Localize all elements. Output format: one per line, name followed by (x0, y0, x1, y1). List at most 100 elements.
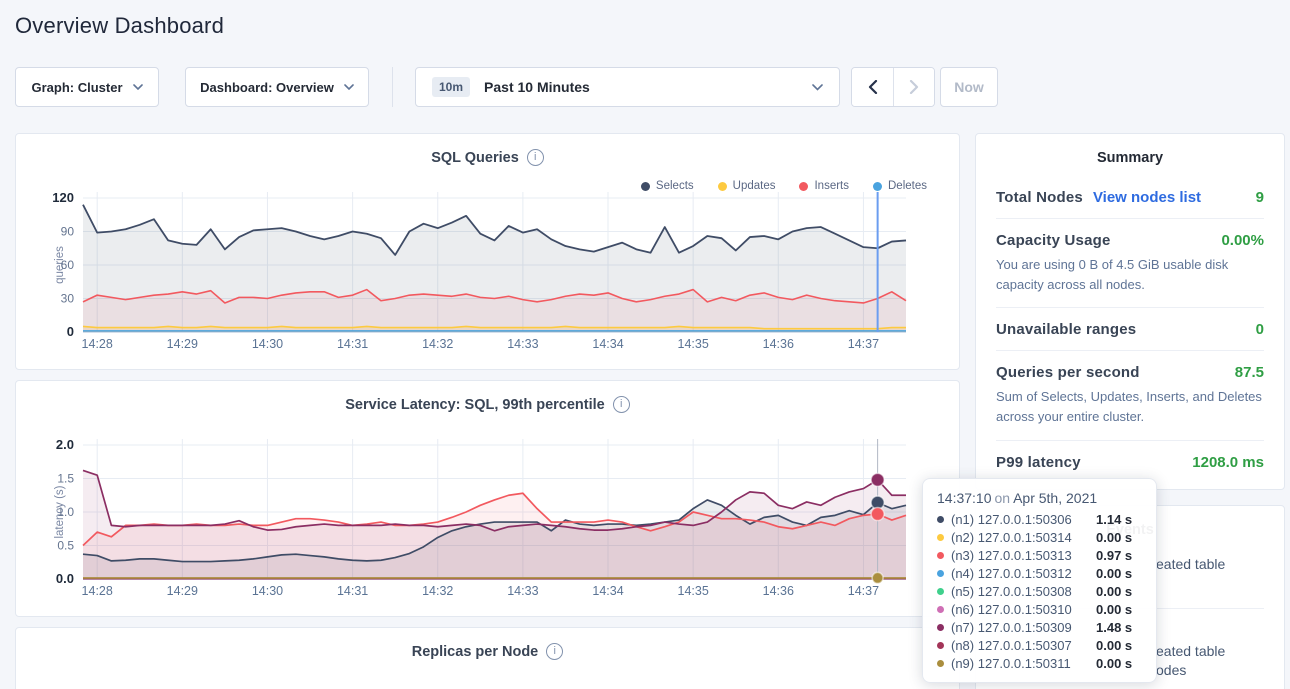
summary-row: Capacity Usage 0.00% You are using 0 B of … (996, 219, 1264, 309)
x-tick-label: 14:33 (507, 584, 538, 598)
node-address: (n3) 127.0.0.1:50313 (951, 547, 1072, 563)
node-address: (n4) 127.0.0.1:50312 (951, 565, 1072, 581)
node-latency-value: 1.48 s (1096, 619, 1133, 635)
sql-legend: Selects Updates Inserts Deletes (640, 180, 927, 192)
legend-label: Inserts (814, 180, 849, 192)
node-address: (n6) 127.0.0.1:50310 (951, 601, 1072, 617)
y-tick-label: 2.0 (56, 437, 74, 452)
summary-description: You are using 0 B of 4.5 GiB usable disk… (996, 257, 1229, 293)
tooltip-date: Apr 5th, 2021 (1013, 490, 1098, 506)
event-text-fragment: odes (1156, 662, 1187, 678)
summary-row: Queries per second 87.5 Sum of Selects, Up… (996, 351, 1264, 441)
node-color-dot-icon (937, 605, 944, 613)
x-tick-label: 14:34 (592, 337, 623, 351)
x-tick-label: 14:28 (82, 337, 113, 351)
chevron-right-icon (909, 80, 919, 94)
node-color-dot-icon (937, 641, 944, 649)
node-latency-value: 0.00 s (1096, 637, 1133, 653)
series-area (83, 470, 906, 579)
tooltip-rows: (n1) 127.0.0.1:50306 1.14 s (n2) 127.0.0.1… (937, 510, 1142, 672)
chevron-down-icon (812, 83, 823, 91)
node-address: (n9) 127.0.0.1:50311 (951, 655, 1071, 671)
tooltip-node-row: (n7) 127.0.0.1:50309 1.48 s (937, 618, 1142, 636)
x-tick-label: 14:37 (848, 584, 879, 598)
series-area (83, 493, 906, 579)
x-tick-label: 14:37 (848, 337, 879, 351)
node-color-dot-icon (937, 533, 944, 541)
x-tick-label: 14:30 (252, 337, 283, 351)
y-tick-label: 1.5 (57, 472, 74, 486)
x-tick-label: 14:35 (678, 337, 709, 351)
y-tick-label: 0 (67, 324, 74, 339)
service-latency-panel: Service Latency: SQL, 99th percentile la… (15, 380, 960, 617)
chevron-down-icon (132, 84, 143, 90)
info-icon[interactable] (546, 643, 564, 660)
time-step-buttons (851, 67, 935, 107)
sql-queries-panel: SQL Queries Selects Updates Inserts Deletes… (15, 133, 960, 370)
now-button[interactable]: Now (940, 67, 998, 107)
time-range-picker[interactable]: 10m Past 10 Minutes (415, 67, 840, 107)
graph-select-label: Graph: Cluster (31, 79, 123, 95)
x-tick-label: 14:34 (592, 584, 623, 598)
y-tick-label: 60 (61, 258, 75, 272)
x-tick-label: 14:29 (167, 584, 198, 598)
node-latency-value: 0.00 s (1096, 565, 1133, 581)
summary-label: Capacity Usage (996, 232, 1111, 249)
node-latency-value: 1.14 s (1096, 511, 1133, 527)
y-tick-label: 0.5 (57, 539, 74, 553)
series-line (82, 288, 907, 304)
x-tick-label: 14:30 (252, 584, 283, 598)
summary-value: 0.00% (1221, 232, 1264, 249)
x-tick-label: 14:31 (337, 584, 368, 598)
node-color-dot-icon (937, 587, 944, 595)
service-latency-chart[interactable]: 14:28 14:29 14:30 14:31 14:32 14:33 14:34 14:35… (16, 437, 961, 615)
x-tick-label: 14:36 (763, 584, 794, 598)
event-text-fragment: eated table (1156, 556, 1226, 572)
summary-row: Total Nodes View nodes list 9 (996, 176, 1264, 219)
series-area (83, 289, 906, 332)
summary-label: Total Nodes (996, 189, 1083, 206)
tooltip-timestamp: 14:37:10 on Apr 5th, 2021 (937, 490, 1142, 506)
time-forward-button[interactable] (893, 68, 934, 106)
series-area (83, 204, 906, 332)
summary-label: Queries per second (996, 364, 1140, 382)
summary-row: P99 latency 1208.0 ms (996, 441, 1264, 483)
summary-label: Unavailable ranges (996, 321, 1137, 339)
summary-label: P99 latency (996, 453, 1081, 471)
legend-dot-icon (640, 181, 650, 191)
tooltip-time: 14:37:10 (937, 490, 992, 506)
time-range-badge: 10m (432, 77, 471, 97)
tooltip-node-row: (n4) 127.0.0.1:50312 0.00 s (937, 564, 1142, 582)
node-latency-value: 0.00 s (1096, 601, 1133, 617)
chevron-left-icon (868, 80, 878, 94)
series-line (82, 469, 906, 532)
graph-select-dropdown[interactable]: Graph: Cluster (15, 67, 159, 107)
hover-dot (870, 472, 885, 488)
node-address: (n5) 127.0.0.1:50308 (951, 583, 1072, 599)
info-icon[interactable] (526, 149, 544, 166)
sql-queries-chart[interactable]: 14:28 14:29 14:30 14:31 14:32 14:33 14:34 14:35… (16, 190, 961, 368)
tooltip-node-row: (n6) 127.0.0.1:50310 0.00 s (937, 600, 1142, 618)
time-range-label: Past 10 Minutes (484, 79, 590, 95)
tooltip-node-row: (n5) 127.0.0.1:50308 0.00 s (937, 582, 1142, 600)
view-nodes-list-link[interactable]: View nodes list (1092, 189, 1202, 206)
summary-card: Summary Total Nodes View nodes list 9 Capac… (975, 133, 1285, 490)
summary-value: 9 (1255, 189, 1264, 206)
info-icon[interactable] (612, 396, 630, 413)
summary-title: Summary (1096, 150, 1164, 166)
summary-value: 87.5 (1234, 364, 1264, 382)
legend-label: Selects (655, 180, 694, 192)
x-tick-label: 14:36 (763, 337, 794, 351)
node-color-dot-icon (937, 515, 944, 523)
toolbar: Graph: Cluster Dashboard: Overview 10m P… (0, 67, 1290, 107)
node-address: (n2) 127.0.0.1:50314 (951, 529, 1072, 545)
time-back-button[interactable] (852, 68, 893, 106)
dashboard-select-dropdown[interactable]: Dashboard: Overview (185, 67, 369, 107)
tooltip-node-row: (n3) 127.0.0.1:50313 0.97 s (937, 546, 1142, 564)
tooltip-node-row: (n8) 127.0.0.1:50307 0.00 s (937, 636, 1142, 654)
legend-dot-icon (799, 181, 809, 191)
toolbar-divider (392, 67, 393, 107)
x-tick-label: 14:32 (422, 337, 453, 351)
node-latency-value: 0.00 s (1096, 655, 1133, 671)
chart-title: Service Latency: SQL, 99th percentile (345, 396, 605, 413)
